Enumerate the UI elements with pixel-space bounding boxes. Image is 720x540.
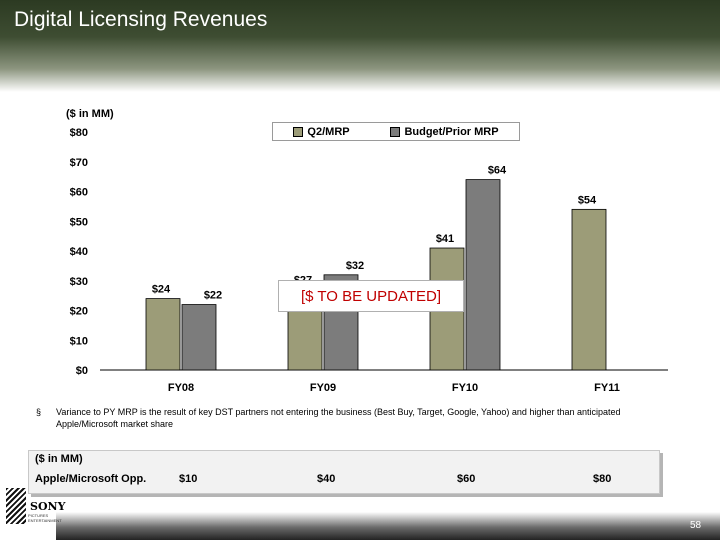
opportunity-box: ($ in MM) Apple/Microsoft Opp. $10 $40 $…	[28, 450, 660, 494]
sony-sub-wordmark: PICTURES ENTERTAINMENT	[28, 513, 62, 523]
chart-unit-label: ($ in MM)	[66, 108, 114, 120]
x-tick-label: FY09	[310, 382, 336, 394]
legend-swatch-q2mrp	[293, 126, 304, 137]
bar-fy10-series-1	[465, 179, 501, 371]
legend-item-budget: Budget/Prior MRP	[390, 125, 499, 138]
y-tick-label: $60	[70, 187, 88, 199]
bullet-text: Variance to PY MRP is the result of key …	[56, 407, 621, 429]
opportunity-value-fy10: $60	[457, 473, 476, 485]
bar-fy11-series-0	[571, 208, 607, 371]
data-label: $64	[488, 165, 507, 177]
data-label: $22	[204, 290, 222, 302]
y-tick-label: $10	[70, 335, 88, 347]
page-number: 58	[690, 520, 702, 531]
opportunity-value-fy08: $10	[179, 473, 198, 485]
chart-legend: Q2/MRP Budget/Prior MRP	[272, 122, 520, 141]
opportunity-units: ($ in MM)	[35, 453, 83, 465]
y-tick-label: $40	[70, 246, 88, 258]
y-tick-label: $80	[70, 127, 88, 139]
opportunity-value-fy09: $40	[317, 473, 336, 485]
y-tick-label: $50	[70, 216, 88, 228]
bar-fy08-series-0	[145, 298, 181, 371]
opportunity-value-fy11: $80	[593, 473, 612, 485]
data-label: $24	[152, 284, 171, 296]
footer-band	[56, 512, 720, 540]
y-tick-label: $70	[70, 157, 88, 169]
update-placeholder-note: [$ TO BE UPDATED]	[278, 280, 464, 312]
opportunity-label: Apple/Microsoft Opp.	[35, 473, 147, 485]
data-label: $54	[578, 194, 597, 206]
legend-label-q2mrp: Q2/MRP	[307, 125, 350, 138]
title-banner: Digital Licensing Revenues	[0, 0, 720, 92]
y-tick-label: $0	[76, 365, 88, 377]
legend-swatch-budget	[390, 126, 401, 137]
x-tick-label: FY08	[168, 382, 194, 394]
x-tick-label: FY11	[594, 382, 620, 394]
bar-fy08-series-1	[181, 304, 217, 371]
data-label: $41	[436, 233, 454, 245]
x-tick-label: FY10	[452, 382, 478, 394]
sony-wordmark: SONY	[30, 500, 66, 513]
legend-label-budget: Budget/Prior MRP	[404, 125, 499, 138]
data-label: $32	[346, 260, 364, 272]
slide-title: Digital Licensing Revenues	[14, 8, 268, 31]
sony-logo-icon	[6, 488, 26, 524]
y-tick-label: $20	[70, 306, 88, 318]
legend-item-q2mrp: Q2/MRP	[293, 125, 350, 138]
y-tick-label: $30	[70, 276, 88, 288]
revenue-bar-chart: $0$10$20$30$40$50$60$70$80$24$22FY08$27$…	[70, 127, 668, 394]
bullet-mark: §	[36, 407, 42, 417]
